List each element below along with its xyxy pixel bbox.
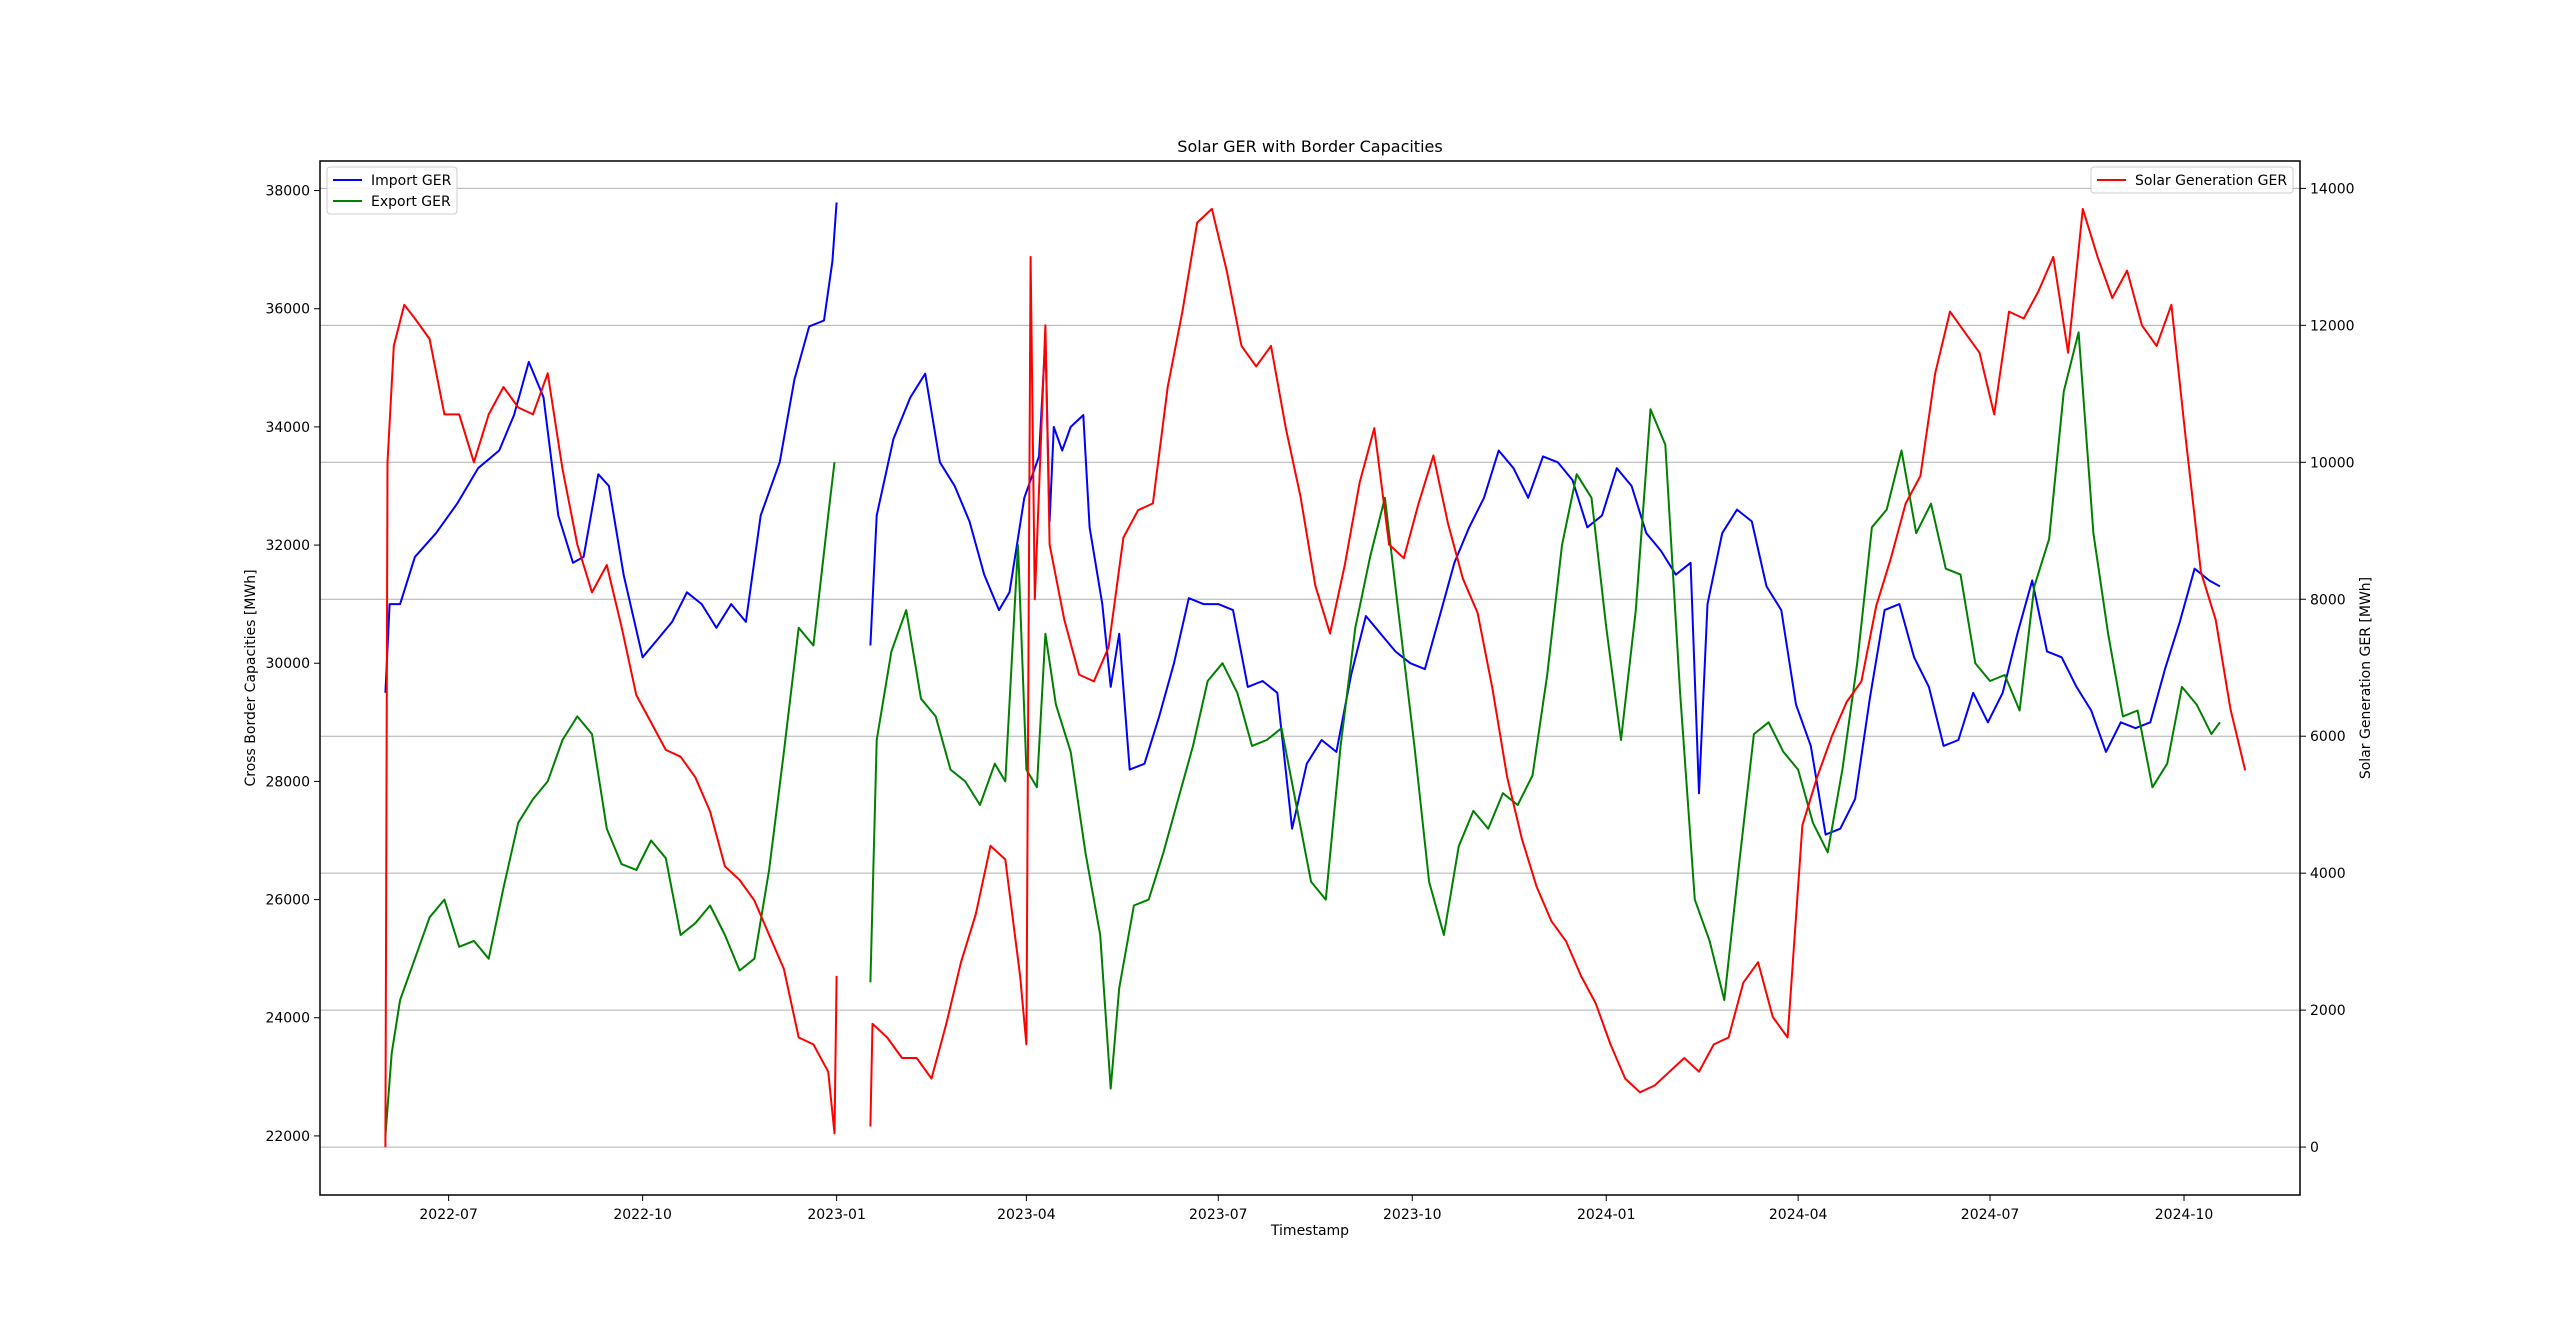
series-line-solar-generation-ger [869,207,2247,1127]
y-axis-left: 22000 24000 26000 28000 30000 32000 34000 36000… [265,184,320,1145]
y-right-tick-label: 6000 [2310,729,2346,745]
series-line-import-ger [869,337,2221,836]
y-right-tick-label: 12000 [2310,318,2355,334]
y-left-tick-label: 26000 [265,893,310,909]
series-line-import-ger [384,202,838,693]
x-tick-label: 2024-04 [1769,1207,1828,1223]
x-tick-label: 2023-01 [807,1207,866,1223]
y-right-tick-label: 0 [2310,1140,2319,1156]
legend-left-box [326,166,458,215]
y-axis-left-label: Cross Border Capacities [MWh] [243,569,259,786]
legend-label-import: Import GER [371,173,452,189]
y-left-tick-label: 32000 [265,538,310,554]
series-line-solar-generation-ger [384,303,838,1148]
plot-frame [319,160,2301,1196]
legend-label-export: Export GER [371,194,451,210]
y-left-tick-label: 24000 [265,1011,310,1027]
x-tick-label: 2024-10 [2155,1207,2214,1223]
y-axis-right-label: Solar Generation GER [MWh] [2358,577,2374,779]
y-left-tick-label: 38000 [265,184,310,200]
y-left-tick-label: 28000 [265,774,310,790]
plot-lines [384,202,2247,1148]
legend-label-solar: Solar Generation GER [2135,173,2287,189]
y-right-tick-label: 2000 [2310,1003,2346,1019]
x-tick-label: 2024-01 [1577,1207,1636,1223]
series-line-export-ger [384,462,836,1136]
y-right-tick-label: 14000 [2310,181,2355,197]
y-right-tick-label: 8000 [2310,592,2346,608]
x-axis: 2022-07 2022-10 2023-01 2023-04 2023-07 2023-… [419,1195,2213,1223]
x-tick-label: 2023-10 [1383,1207,1442,1223]
y-left-tick-label: 30000 [265,656,310,672]
y-right-tick-label: 10000 [2310,455,2355,471]
chart-title: Solar GER with Border Capacities [1177,137,1442,156]
legend-right: Solar Generation GER [2090,166,2294,194]
x-tick-label: 2022-10 [613,1207,672,1223]
x-tick-label: 2024-07 [1961,1207,2020,1223]
legend-right-box [2090,166,2294,194]
x-tick-label: 2023-07 [1189,1207,1248,1223]
y-left-tick-label: 34000 [265,420,310,436]
legend-left: Import GER Export GER [326,166,458,215]
series-line-export-ger [869,331,2221,1090]
x-tick-label: 2023-04 [997,1207,1056,1223]
x-axis-label: Timestamp [1270,1223,1349,1239]
y-right-tick-label: 4000 [2310,866,2346,882]
y-left-tick-label: 22000 [265,1129,310,1145]
y-axis-right: 0 2000 4000 6000 8000 10000 12000 14000 [2300,181,2355,1156]
x-tick-label: 2022-07 [419,1207,478,1223]
y-left-tick-label: 36000 [265,302,310,318]
